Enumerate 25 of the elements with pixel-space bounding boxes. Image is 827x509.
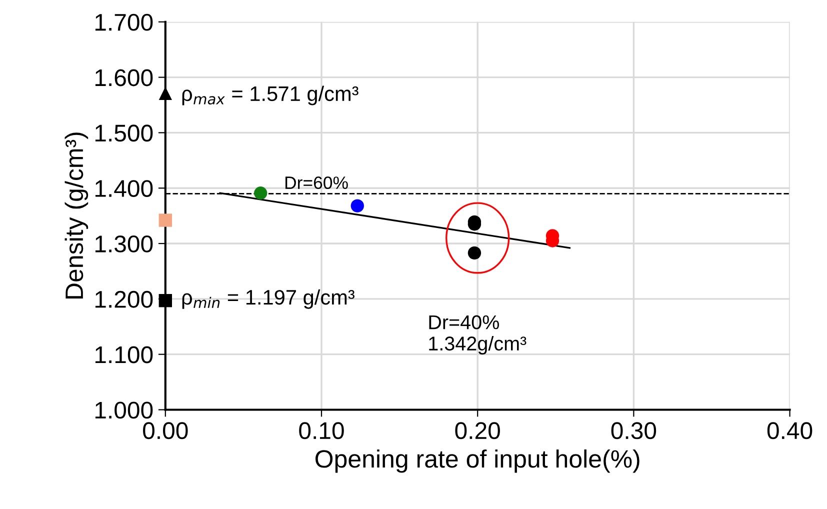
y-tick-label: 1.200 [95,290,153,308]
annotation: ρ$_{max}$ = 1.571 g/cm³ [182,86,358,106]
y-tick-label: 1.700 [95,14,153,31]
point [254,186,268,200]
x-tick-label: 0.00 [143,422,188,440]
point [158,294,172,308]
y-tick-label: 1.600 [95,69,153,86]
x-axis-title: Opening rate of input hole(%) [315,449,640,473]
y-tick-label: 1.500 [95,124,153,142]
y-tick-label: 1.100 [95,346,153,364]
y-tick-label: 1.400 [95,180,153,198]
x-tick-label: 0.20 [455,422,500,440]
x-tick-label: 0.30 [611,422,656,440]
point [158,214,172,227]
x-tick-label: 0.40 [767,422,812,440]
annotation: Dr=40% 1.342g/cm³ [429,315,526,354]
point [158,86,172,100]
x-tick-label: 0.10 [299,422,344,440]
annotation: ρ$_{min}$ = 1.197 g/cm³ [182,289,354,309]
y-tick-label: 1.000 [95,402,153,419]
y-axis-title: Density (g/cm³) [64,132,88,298]
point [468,246,482,260]
point [350,199,364,212]
y-tick-label: 1.300 [95,235,153,252]
annotation: Dr=60% [285,176,348,190]
